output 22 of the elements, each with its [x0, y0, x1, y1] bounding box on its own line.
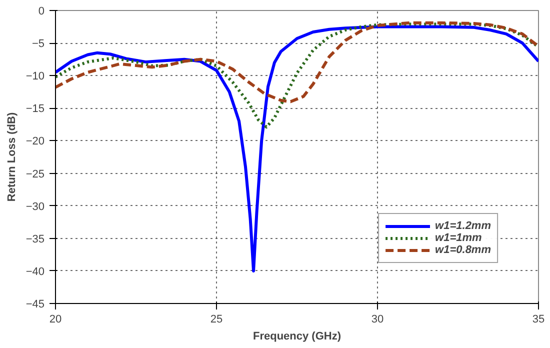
- line-series: [56, 22, 538, 129]
- x-tick-label: 20: [49, 314, 62, 326]
- y-tick-label: −20: [26, 136, 45, 148]
- y-tick-label: −10: [26, 70, 45, 83]
- x-tick-label: 35: [532, 314, 545, 326]
- y-tick-label: −5: [32, 38, 45, 50]
- legend-label: w1=0.8mm: [435, 244, 491, 256]
- y-tick-label: −45: [26, 298, 45, 310]
- x-tick-label: 25: [210, 314, 223, 326]
- y-tick-label: −25: [26, 168, 45, 180]
- y-tick-label: −40: [26, 266, 45, 278]
- legend-label: w1=1mm: [435, 232, 482, 244]
- y-axis-title: Return Loss (dB): [6, 112, 18, 202]
- y-tick-label: −35: [26, 233, 45, 246]
- y-tick-label: −15: [26, 103, 45, 116]
- line-series: [56, 25, 538, 272]
- y-tick-label: 0: [38, 6, 45, 18]
- x-axis-title: Frequency (GHz): [252, 330, 342, 342]
- y-tick-label: −30: [26, 200, 45, 213]
- x-tick-label: 30: [371, 314, 384, 326]
- legend-label: w1=1.2mm: [435, 220, 491, 232]
- line-series: [56, 21, 538, 104]
